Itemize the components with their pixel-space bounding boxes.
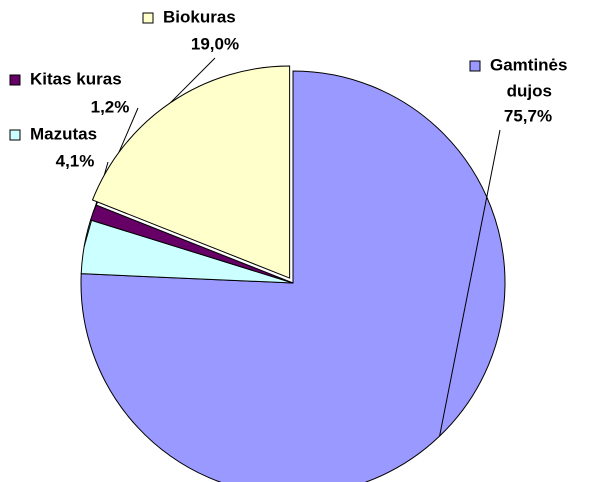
slice-label: Gamtinės xyxy=(490,55,567,74)
legend-swatch xyxy=(469,60,481,72)
legend-swatch xyxy=(142,12,154,24)
slice-value-label: 1,2% xyxy=(91,97,130,116)
legend-swatch xyxy=(9,129,21,141)
slice-value-label: 4,1% xyxy=(56,151,95,170)
leader-line xyxy=(439,129,501,437)
slice-value-label: 75,7% xyxy=(504,106,552,125)
legend-swatch xyxy=(9,74,21,86)
slice-label: Biokuras xyxy=(163,7,236,26)
slice-label: Mazutas xyxy=(30,124,97,143)
leader-line xyxy=(170,57,216,104)
slice-value-label: 19,0% xyxy=(191,34,239,53)
slice-label: Kitas kuras xyxy=(30,69,122,88)
slice-label: dujos xyxy=(507,81,552,100)
pie-slice xyxy=(91,65,291,279)
